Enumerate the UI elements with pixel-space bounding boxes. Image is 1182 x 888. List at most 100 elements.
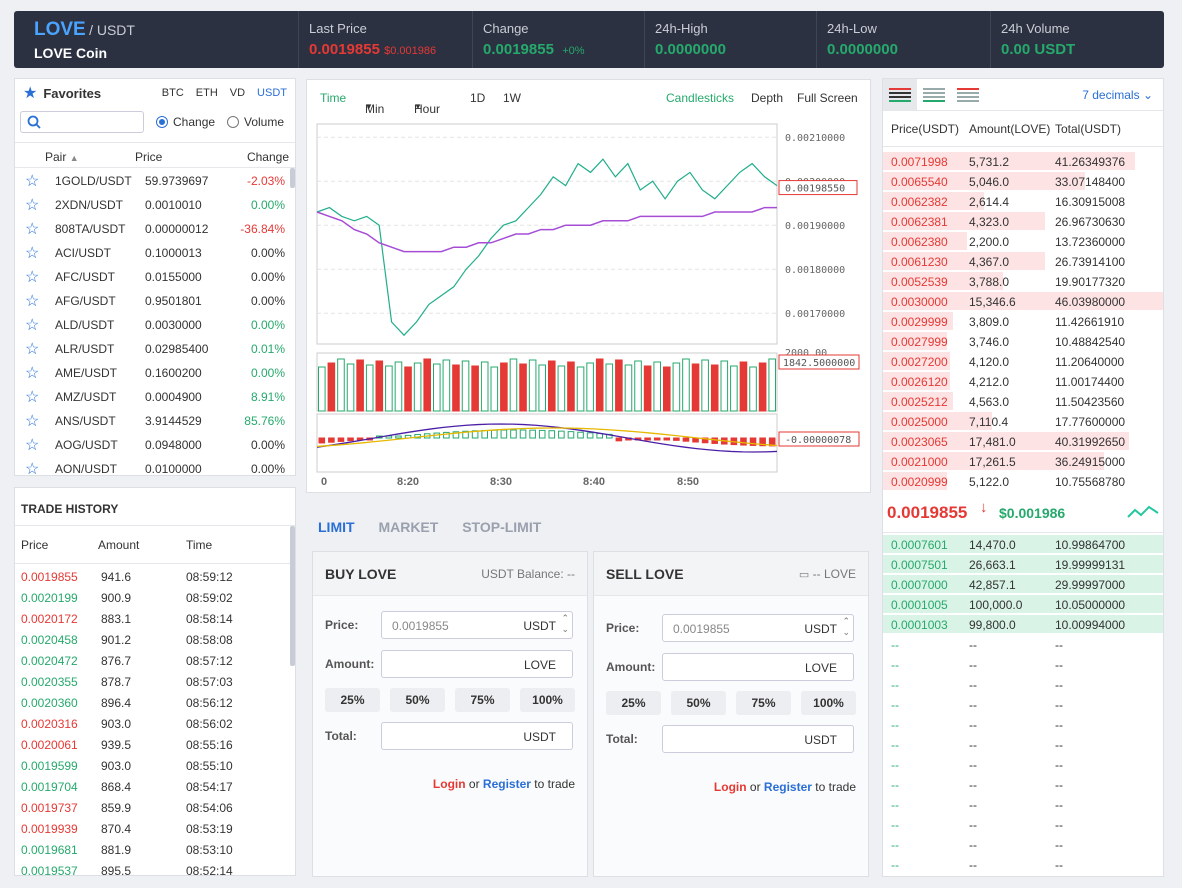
pair-row[interactable]: ☆ ACI/USDT 0.1000013 0.00% xyxy=(15,240,295,264)
view-bids-button[interactable] xyxy=(917,79,951,110)
col-change[interactable]: Change xyxy=(246,150,289,164)
buy-price-input[interactable]: 0.0019855 USDT ⌃ ⌄ xyxy=(381,611,573,639)
buy-total-input[interactable]: USDT xyxy=(381,722,573,750)
interval-1w[interactable]: 1W xyxy=(503,91,521,105)
pct-25-button[interactable]: 25% xyxy=(325,688,380,712)
pct-50-button[interactable]: 50% xyxy=(671,691,726,715)
ask-row[interactable]: 0.0025212 4,563.0 11.50423560 xyxy=(883,391,1163,411)
ask-row[interactable]: 0.0071998 5,731.2 41.26349376 xyxy=(883,151,1163,171)
ask-row[interactable]: 0.0062382 2,614.4 16.30915008 xyxy=(883,191,1163,211)
view-asks-button[interactable] xyxy=(951,79,985,110)
tab-stop-limit[interactable]: STOP-LIMIT xyxy=(462,519,542,535)
login-link[interactable]: Login xyxy=(713,780,747,794)
star-outline-icon[interactable]: ☆ xyxy=(25,341,40,358)
ask-row[interactable]: 0.0029999 3,809.0 11.42661910 xyxy=(883,311,1163,331)
bid-row[interactable]: 0.0007501 26,663.1 19.99999131 xyxy=(883,554,1163,574)
ask-row[interactable]: 0.0065540 5,046.0 33.07148400 xyxy=(883,171,1163,191)
stepper-icon[interactable]: ⌃ ⌄ xyxy=(561,613,569,634)
ask-row[interactable]: 0.0020999 5,122.0 10.75568780 xyxy=(883,471,1163,491)
stepper-icon[interactable]: ⌃ ⌄ xyxy=(842,616,850,637)
bid-row[interactable]: 0.0007000 42,857.1 29.99997000 xyxy=(883,574,1163,594)
bid-row[interactable]: 0.0001003 99,800.0 10.00994000 xyxy=(883,614,1163,634)
pct-75-button[interactable]: 75% xyxy=(455,688,510,712)
star-outline-icon[interactable]: ☆ xyxy=(25,317,40,334)
bid-row[interactable]: 0.0001005 100,000.0 10.05000000 xyxy=(883,594,1163,614)
view-candlesticks[interactable]: Candlesticks xyxy=(666,91,735,105)
star-outline-icon[interactable]: ☆ xyxy=(25,293,40,310)
pair-row[interactable]: ☆ 1GOLD/USDT 59.9739697 -2.03% xyxy=(15,168,295,192)
buy-amount-input[interactable]: LOVE xyxy=(381,650,573,678)
interval-time[interactable]: Time xyxy=(320,91,347,105)
sell-price-input[interactable]: 0.0019855 USDT ⌃ ⌄ xyxy=(662,614,854,642)
scrollbar[interactable] xyxy=(290,168,295,188)
star-icon: ★ xyxy=(23,85,38,102)
pair-row[interactable]: ☆ ANS/USDT 3.9144529 85.76% xyxy=(15,408,295,432)
star-outline-icon[interactable]: ☆ xyxy=(25,197,40,214)
pair-row[interactable]: ☆ AME/USDT 0.1600200 0.00% xyxy=(15,360,295,384)
pair-row[interactable]: ☆ AON/USDT 0.0100000 0.00% xyxy=(15,456,295,476)
star-outline-icon[interactable]: ☆ xyxy=(25,221,40,238)
pct-50-button[interactable]: 50% xyxy=(390,688,445,712)
pair-row[interactable]: ☆ ALD/USDT 0.0030000 0.00% xyxy=(15,312,295,336)
star-outline-icon[interactable]: ☆ xyxy=(25,461,40,476)
login-link[interactable]: Login xyxy=(432,777,466,791)
sell-amount-input[interactable]: LOVE xyxy=(662,653,854,681)
pair-row[interactable]: ☆ AFC/USDT 0.0155000 0.00% xyxy=(15,264,295,288)
ask-row[interactable]: 0.0027999 3,746.0 10.48842540 xyxy=(883,331,1163,351)
star-outline-icon[interactable]: ☆ xyxy=(25,173,40,190)
col-pair[interactable]: Pair ▲ xyxy=(45,150,79,164)
col-price[interactable]: Price xyxy=(135,150,163,164)
pair-row[interactable]: ☆ AMZ/USDT 0.0004900 8.91% xyxy=(15,384,295,408)
sell-total-input[interactable]: USDT xyxy=(662,725,854,753)
star-outline-icon[interactable]: ☆ xyxy=(25,389,40,406)
bid-row[interactable]: 0.0007601 14,470.0 10.99864700 xyxy=(883,534,1163,554)
tab-limit[interactable]: LIMIT xyxy=(318,519,355,535)
ask-row[interactable]: 0.0021000 17,261.5 36.24915000 xyxy=(883,451,1163,471)
ask-row[interactable]: 0.0062380 2,200.0 13.72360000 xyxy=(883,231,1163,251)
register-link[interactable]: Register xyxy=(482,777,531,791)
pct-100-button[interactable]: 100% xyxy=(801,691,856,715)
star-outline-icon[interactable]: ☆ xyxy=(25,365,40,382)
empty-row: -- -- -- xyxy=(883,654,1163,674)
search-input[interactable] xyxy=(20,111,144,133)
pair-row[interactable]: ☆ 808TA/USDT 0.00000012 -36.84% xyxy=(15,216,295,240)
pair-row[interactable]: ☆ AOG/USDT 0.0948000 0.00% xyxy=(15,432,295,456)
star-outline-icon[interactable]: ☆ xyxy=(25,269,40,286)
macd-frame xyxy=(316,413,778,473)
sort-volume-radio[interactable]: Volume xyxy=(227,115,284,129)
scrollbar[interactable] xyxy=(290,526,295,666)
view-depth[interactable]: Depth xyxy=(751,91,784,105)
register-link[interactable]: Register xyxy=(763,780,812,794)
ask-row[interactable]: 0.0026120 4,212.0 11.00174400 xyxy=(883,371,1163,391)
view-both-button[interactable] xyxy=(883,79,917,110)
pair-row[interactable]: ☆ 2XDN/USDT 0.0010010 0.00% xyxy=(15,192,295,216)
star-outline-icon[interactable]: ☆ xyxy=(25,413,40,430)
price-chart[interactable]: 0.002100000.002000000.001900000.00180000… xyxy=(307,116,870,492)
pair-row[interactable]: ☆ AFG/USDT 0.9501801 0.00% xyxy=(15,288,295,312)
ask-row[interactable]: 0.0027200 4,120.0 11.20640000 xyxy=(883,351,1163,371)
ask-row[interactable]: 0.0023065 17,481.0 40.31992650 xyxy=(883,431,1163,451)
star-outline-icon[interactable]: ☆ xyxy=(25,437,40,454)
ask-row[interactable]: 0.0061230 4,367.0 26.73914100 xyxy=(883,251,1163,271)
ask-row[interactable]: 0.0025000 7,110.4 17.77600000 xyxy=(883,411,1163,431)
fullscreen-button[interactable]: Full Screen xyxy=(797,91,858,105)
interval-1d[interactable]: 1D xyxy=(470,91,486,105)
tab-usdt[interactable]: USDT xyxy=(257,87,287,99)
tab-market[interactable]: MARKET xyxy=(378,519,439,535)
empty-amount: -- xyxy=(969,818,977,832)
tab-btc[interactable]: BTC xyxy=(161,87,184,99)
pct-25-button[interactable]: 25% xyxy=(606,691,661,715)
ask-row[interactable]: 0.0052539 3,788.0 19.90177320 xyxy=(883,271,1163,291)
pct-75-button[interactable]: 75% xyxy=(736,691,791,715)
favorites-title: Favorites xyxy=(43,85,102,101)
sort-change-radio[interactable]: Change xyxy=(156,115,215,129)
pct-100-button[interactable]: 100% xyxy=(520,688,575,712)
bid-price: 0.0007501 xyxy=(891,558,948,572)
pair-row[interactable]: ☆ ALR/USDT 0.02985400 0.01% xyxy=(15,336,295,360)
tab-eth[interactable]: ETH xyxy=(195,87,218,99)
ask-row[interactable]: 0.0030000 15,346.6 46.03980000 xyxy=(883,291,1163,311)
ask-row[interactable]: 0.0062381 4,323.0 26.96730630 xyxy=(883,211,1163,231)
decimals-select[interactable]: 7 decimals ⌄ xyxy=(1082,88,1153,102)
tab-vd[interactable]: VD xyxy=(229,87,246,99)
star-outline-icon[interactable]: ☆ xyxy=(25,245,40,262)
